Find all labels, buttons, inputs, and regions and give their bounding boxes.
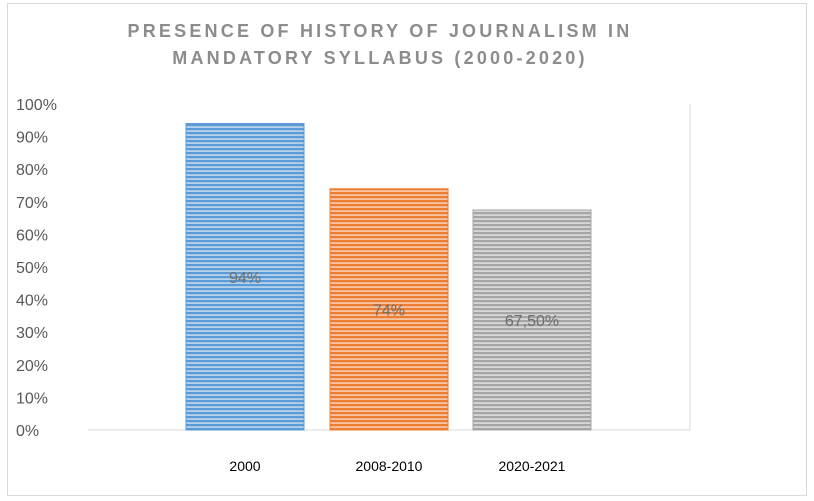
y-tick-label: 50%	[16, 260, 48, 277]
y-tick-label: 0%	[16, 423, 39, 440]
y-tick-label: 10%	[16, 390, 48, 407]
x-tick-label-2020-2021: 2020-2021	[499, 458, 566, 474]
chart-title: PRESENCE OF HISTORY OF JOURNALISM IN MAN…	[0, 18, 760, 72]
y-tick-label: 30%	[16, 325, 48, 342]
x-axis-tick-labels: 2000 2008-2010 2020-2021	[229, 458, 565, 474]
chart-data-labels: 94% 74% 67,50%	[229, 270, 559, 330]
bar-2020-2021	[472, 209, 592, 431]
bar-2008-2010	[329, 188, 449, 431]
y-tick-label: 90%	[16, 130, 48, 147]
chart-title-line-1: PRESENCE OF HISTORY OF JOURNALISM IN	[127, 21, 633, 41]
y-tick-label: 80%	[16, 162, 48, 179]
y-axis-tick-labels: 0% 10% 20% 30% 40% 50% 60% 70% 80% 90% 100%	[16, 97, 57, 440]
y-tick-label: 100%	[16, 97, 57, 114]
data-label-2020-2021: 67,50%	[505, 313, 559, 330]
y-tick-label: 20%	[16, 358, 48, 375]
x-tick-label-2000: 2000	[229, 458, 260, 474]
data-label-2008-2010: 74%	[373, 302, 405, 319]
bar-2000	[185, 123, 305, 431]
x-tick-label-2008-2010: 2008-2010	[356, 458, 423, 474]
y-tick-label: 60%	[16, 227, 48, 244]
y-tick-label: 70%	[16, 195, 48, 212]
data-label-2000: 94%	[229, 270, 261, 287]
chart-title-line-2: MANDATORY SYLLABUS (2000-2020)	[172, 48, 588, 68]
chart-bars	[185, 123, 592, 431]
y-tick-label: 40%	[16, 293, 48, 310]
